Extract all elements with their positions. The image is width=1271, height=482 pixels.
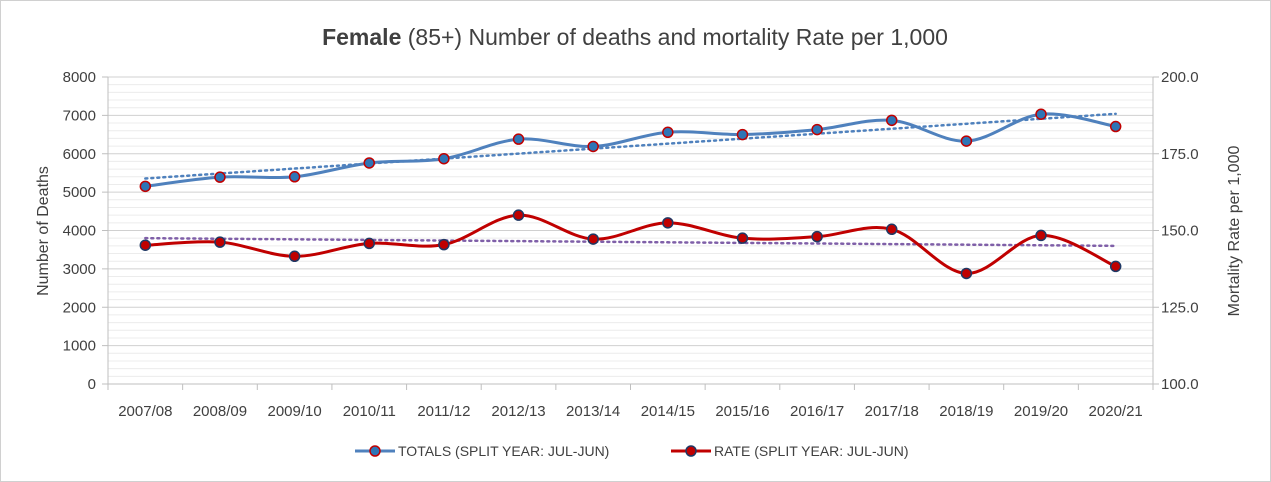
y2-tick-label: 200.0 <box>1161 69 1199 86</box>
marker-series-2 <box>662 217 674 229</box>
tick-labels-layer: 0 1000 2000 3000 4000 5000 6000 7000 8000 100.0 12… <box>63 69 1199 420</box>
y2-tick-label: 175.0 <box>1161 146 1199 163</box>
marker-series-1 <box>736 128 749 141</box>
trendline-series-1 <box>144 112 1117 180</box>
chart-title: Female (85+) Number of deaths and mortal… <box>322 24 948 50</box>
marker-series-1 <box>139 180 152 193</box>
legend-label-series-1: TOTALS (SPLIT YEAR: JUL-JUN) <box>398 443 609 459</box>
legend: TOTALS (SPLIT YEAR: JUL-JUN) RATE (SPLIT … <box>355 443 908 459</box>
trendline-series-2 <box>144 236 1117 248</box>
marker-series-1 <box>512 133 525 145</box>
marker-series-2 <box>886 223 898 236</box>
marker-series-2 <box>214 236 226 248</box>
marker-series-1 <box>1035 108 1047 120</box>
y-tick-label: 5000 <box>63 184 96 201</box>
marker-series-2 <box>811 230 823 243</box>
x-tick-label: 2011/12 <box>417 403 470 420</box>
axes-layer <box>102 76 1159 390</box>
x-tick-label: 2015/16 <box>715 403 769 420</box>
y-tick-label: 6000 <box>63 146 96 163</box>
legend-marker-series-2 <box>685 445 697 457</box>
marker-series-1 <box>886 114 898 127</box>
marker-series-2 <box>288 250 301 263</box>
y-tick-label: 8000 <box>63 69 96 86</box>
x-tick-label: 2018/19 <box>939 403 993 420</box>
y2-tick-label: 125.0 <box>1161 299 1199 316</box>
x-tick-label: 2014/15 <box>641 403 695 420</box>
marker-series-1 <box>1109 120 1122 133</box>
marker-series-2 <box>139 239 152 251</box>
x-tick-label: 2009/10 <box>267 403 321 420</box>
marker-series-2 <box>438 238 450 251</box>
marker-series-2 <box>736 232 749 244</box>
trendline-layer <box>144 112 1117 248</box>
chart-title-bold: Female <box>322 24 401 50</box>
y-tick-label: 4000 <box>63 223 96 240</box>
marker-series-2 <box>587 233 599 245</box>
marker-series-1 <box>662 126 674 139</box>
series-layer <box>139 108 1122 280</box>
x-tick-label: 2013/14 <box>566 403 620 420</box>
marker-series-1 <box>288 171 301 183</box>
x-tick-label: 2017/18 <box>865 403 919 420</box>
y-tick-label: 3000 <box>63 261 96 278</box>
x-tick-label: 2008/09 <box>193 403 247 420</box>
y2-axis-title: Mortality Rate per 1,000 <box>1226 146 1243 317</box>
y-tick-label: 0 <box>88 376 96 393</box>
marker-series-1 <box>960 135 973 147</box>
marker-series-2 <box>1035 229 1047 242</box>
y2-tick-label: 100.0 <box>1161 376 1199 393</box>
marker-series-2 <box>1109 260 1122 273</box>
y-axis-title: Number of Deaths <box>35 166 52 296</box>
x-tick-label: 2019/20 <box>1014 403 1068 420</box>
marker-series-2 <box>960 267 973 280</box>
grid-layer <box>108 76 1153 385</box>
legend-marker-series-1 <box>369 445 381 457</box>
marker-series-2 <box>363 237 375 250</box>
x-tick-label: 2012/13 <box>491 403 545 420</box>
y-tick-label: 2000 <box>63 299 96 316</box>
x-tick-label: 2020/21 <box>1089 403 1143 420</box>
x-tick-label: 2007/08 <box>118 403 172 420</box>
legend-label-series-2: RATE (SPLIT YEAR: JUL-JUN) <box>714 443 908 459</box>
y2-tick-label: 150.0 <box>1161 223 1199 240</box>
x-tick-label: 2016/17 <box>790 403 844 420</box>
x-tick-label: 2010/11 <box>343 403 396 420</box>
marker-series-1 <box>438 152 450 165</box>
y-tick-label: 1000 <box>63 338 96 355</box>
marker-series-1 <box>587 140 599 153</box>
marker-series-1 <box>214 171 226 183</box>
marker-series-2 <box>512 209 525 221</box>
marker-series-1 <box>363 157 375 169</box>
chart-title-rest: (85+) Number of deaths and mortality Rat… <box>401 24 948 50</box>
marker-series-1 <box>811 123 823 136</box>
y-tick-label: 7000 <box>63 107 96 124</box>
